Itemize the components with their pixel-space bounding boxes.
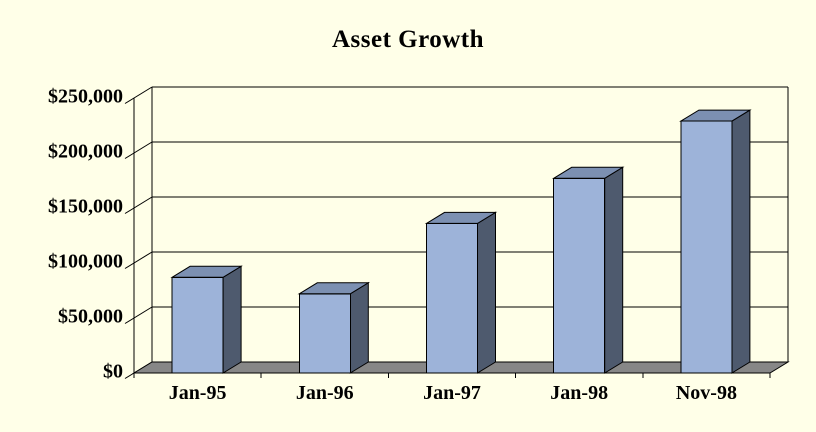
y-axis-label: $50,000 [58,306,123,328]
bar-jan-96-side [349,281,369,374]
y-axis-tick [124,196,153,214]
bar-jan-95-side [222,265,242,374]
y-axis-tick [124,86,153,104]
x-axis-label: Jan-95 [169,382,227,404]
y-axis-label: $150,000 [48,196,123,218]
y-axis-label: $250,000 [48,86,123,108]
x-axis-label: Jan-96 [296,382,354,404]
y-axis-tick [124,141,153,159]
y-axis-label: $200,000 [48,141,123,163]
bar-jan-95 [171,276,224,374]
x-axis-label: Jan-98 [550,382,608,404]
bar-nov-98 [680,120,733,374]
y-axis-label: $0 [103,361,123,383]
y-axis-tick [124,251,153,269]
bar-jan-97-side [477,211,496,374]
bar-jan-98 [553,177,606,374]
y-axis-label: $100,000 [48,251,123,273]
x-axis-label: Jan-97 [423,382,481,404]
chart-title: Asset Growth [331,26,485,53]
bar-jan-98-side [604,166,624,374]
bar-jan-96 [298,293,351,374]
bar-nov-98-side [731,109,751,374]
y-axis-tick [124,306,153,324]
x-axis-label: Nov-98 [676,382,737,404]
bar-jan-97 [426,222,478,374]
